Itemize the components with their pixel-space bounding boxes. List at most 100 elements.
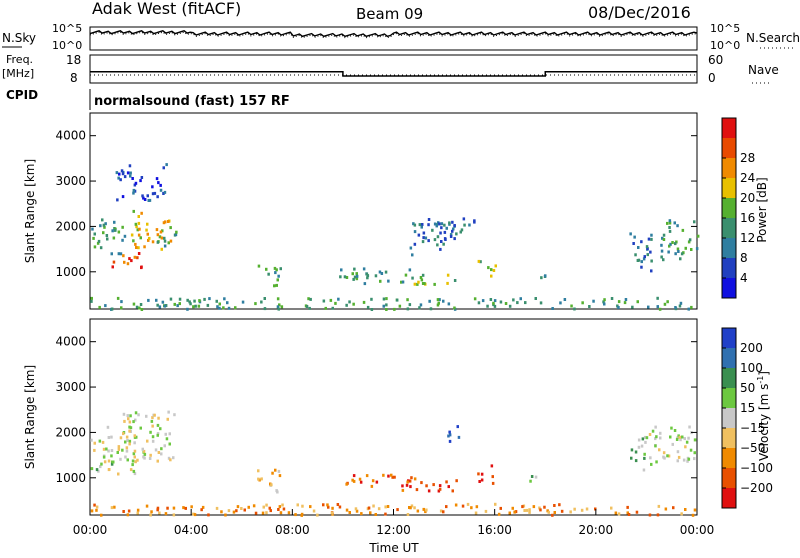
cell: [512, 298, 515, 302]
cell: [602, 300, 605, 304]
cell: [307, 297, 310, 301]
cell: [257, 469, 260, 473]
cell: [145, 228, 148, 232]
cell: [413, 506, 416, 510]
cell: [631, 305, 634, 309]
cell: [667, 250, 670, 254]
cell: [486, 304, 489, 308]
cell: [681, 228, 685, 232]
cell: [151, 192, 155, 196]
x-tick-label-0: 00:00: [73, 523, 108, 537]
cell: [362, 300, 366, 304]
cell: [282, 507, 286, 511]
power-frame: [89, 112, 698, 310]
cell: [408, 506, 411, 509]
cell: [433, 222, 437, 226]
cell: [421, 273, 425, 277]
cell: [415, 488, 419, 492]
cell: [438, 484, 442, 488]
cell: [642, 257, 646, 261]
cell: [353, 267, 356, 271]
cell: [192, 512, 195, 516]
cell: [657, 504, 661, 508]
cell: [260, 477, 263, 481]
cell: [129, 414, 132, 418]
cell: [447, 302, 451, 306]
cell: [641, 437, 645, 441]
cell: [132, 452, 136, 456]
cell: [499, 506, 502, 510]
cell: [634, 459, 638, 463]
cell: [220, 510, 223, 514]
cell: [659, 431, 662, 435]
cell: [679, 257, 682, 261]
cell: [693, 508, 697, 512]
cell: [101, 218, 104, 222]
colorbar-tick-label-6: 28: [740, 151, 755, 165]
cell: [236, 505, 240, 509]
cell: [343, 275, 347, 279]
cell: [99, 246, 103, 250]
y-tick-label-2: 3000: [55, 174, 86, 188]
cell: [676, 459, 679, 463]
cell: [276, 278, 279, 282]
cell: [453, 237, 456, 241]
cell: [409, 485, 412, 489]
cell: [416, 509, 420, 513]
cell: [647, 237, 651, 241]
cell: [367, 506, 371, 510]
velocity-y-ticks: 1000 2000 3000 4000: [55, 335, 697, 485]
cell: [117, 445, 121, 449]
velocity-data: [90, 410, 697, 517]
cell: [421, 282, 425, 285]
cell: [216, 305, 219, 309]
cell: [393, 307, 396, 311]
colorbar-swatch-8: [722, 488, 736, 508]
cell: [448, 221, 451, 225]
cell: [432, 483, 435, 487]
cell: [540, 276, 543, 280]
cell: [359, 480, 363, 484]
cell: [382, 473, 385, 477]
power-blobs-blob-8: [413, 273, 457, 286]
cell: [420, 481, 423, 485]
x-tick-label-2: 08:00: [275, 523, 310, 537]
cell: [129, 426, 133, 430]
cell: [667, 454, 671, 458]
cell: [135, 225, 138, 229]
cell: [668, 244, 671, 248]
cell: [240, 507, 243, 510]
cell: [662, 455, 665, 459]
cell: [162, 221, 166, 225]
cell: [459, 230, 462, 234]
cell: [278, 474, 282, 478]
cell: [387, 279, 390, 283]
cell: [570, 304, 573, 308]
colorbar-swatch-4: [722, 198, 736, 218]
cell: [163, 444, 166, 448]
cell: [594, 507, 597, 511]
vel-blobs-blob-1: [121, 410, 176, 463]
cell: [409, 506, 412, 510]
station-title: Adak West (fitACF): [92, 0, 241, 18]
cell: [243, 508, 246, 512]
cell: [448, 439, 452, 443]
vel-blobs-blob-5: [447, 425, 461, 443]
cell: [161, 229, 164, 233]
cell: [124, 455, 127, 459]
cell: [369, 511, 372, 515]
cell: [132, 302, 136, 306]
cell: [149, 453, 152, 457]
cell: [410, 504, 414, 508]
colorbar-swatch-1: [722, 138, 736, 158]
cell: [358, 477, 362, 481]
cell: [436, 303, 440, 307]
vel-blobs-blob-6: [420, 479, 458, 493]
cell: [646, 247, 649, 251]
cell: [655, 435, 658, 439]
cell: [322, 503, 325, 507]
cell: [404, 273, 408, 277]
cell: [484, 509, 488, 513]
cell: [111, 265, 114, 269]
cell: [126, 439, 129, 442]
